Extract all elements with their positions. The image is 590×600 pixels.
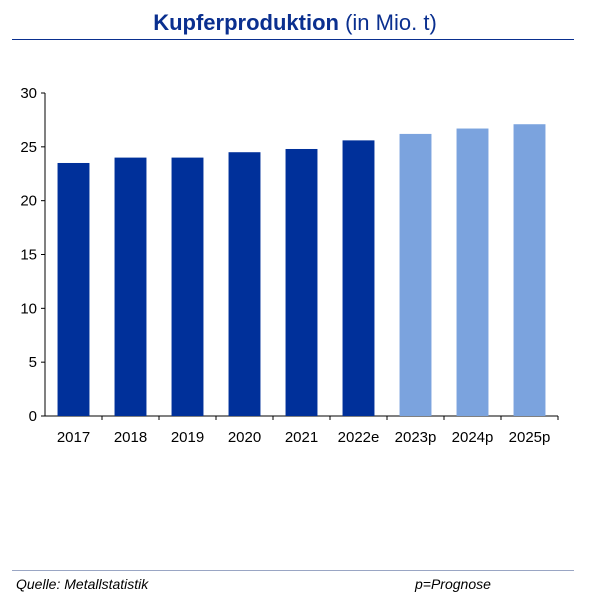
y-axis: 0 5 10 15 20 25 30: [20, 85, 46, 425]
title-main: Kupferproduktion: [153, 10, 339, 35]
bar-2018: [114, 157, 147, 416]
bar-2022e: [342, 140, 375, 416]
bars: [57, 124, 546, 417]
y-tick-label: 0: [29, 408, 37, 425]
x-tick-label: 2024p: [452, 429, 494, 446]
x-tick-label: 2021: [285, 429, 318, 446]
title-underline: [12, 39, 574, 40]
bar-2017: [57, 162, 90, 416]
x-tick-label: 2025p: [509, 429, 551, 446]
y-tick-label: 5: [29, 354, 37, 371]
bar-2024p: [456, 128, 489, 416]
x-tick-label: 2018: [114, 429, 147, 446]
y-tick-label: 25: [20, 139, 37, 156]
bar-2020: [228, 152, 261, 416]
x-tick-label: 2019: [171, 429, 204, 446]
source-note: Quelle: Metallstatistik: [16, 576, 149, 592]
bar-2021: [285, 148, 318, 416]
y-tick-label: 20: [20, 193, 37, 210]
title-unit: (in Mio. t): [345, 10, 437, 35]
bar-2019: [171, 157, 204, 416]
chart-title: Kupferproduktion (in Mio. t): [0, 10, 590, 36]
forecast-note: p=Prognose: [415, 576, 491, 592]
x-axis: 2017 2018 2019 2020 2021 2022e 2023p 2024p 2025p: [45, 415, 559, 446]
y-tick-label: 30: [20, 85, 37, 102]
bar-2023p: [399, 133, 432, 416]
x-tick-label: 2022e: [338, 429, 380, 446]
x-tick-label: 2023p: [395, 429, 437, 446]
y-tick-label: 10: [20, 300, 37, 317]
footer-divider: [12, 570, 574, 571]
bar-2025p: [513, 124, 546, 417]
y-tick-label: 15: [20, 247, 37, 264]
x-tick-label: 2020: [228, 429, 261, 446]
x-tick-label: 2017: [57, 429, 90, 446]
